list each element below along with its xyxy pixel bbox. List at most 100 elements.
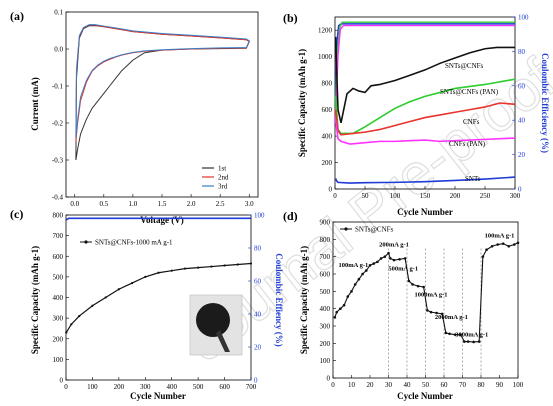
tweezers-icon [216, 330, 230, 352]
rate-capacity-point [411, 283, 414, 286]
legend-marker [84, 240, 88, 244]
panel-c-xlabel: Cycle Number [130, 391, 186, 401]
y-tick-label: 500 [53, 273, 64, 281]
x-tick-label: 1.0 [129, 200, 138, 208]
rate-capacity-point [361, 272, 364, 276]
x-tick-label: 30 [385, 381, 393, 389]
cv-curve-1st [75, 25, 250, 161]
y-tick-label: 1200 [318, 27, 333, 35]
y-tick-label: -0.4 [52, 194, 64, 202]
rate-capacity-point [466, 340, 470, 343]
legend-label: SNTs@CNFs [355, 226, 394, 234]
rate-capacity-point [372, 262, 376, 265]
y-tick-label: 600 [320, 271, 331, 279]
panel-d: (d) Cycle Number Specific Capacity (mAh … [283, 209, 524, 401]
inset-photo [189, 294, 243, 356]
capacity-line [334, 120, 516, 145]
rate-capacity-point [339, 307, 342, 310]
x-tick-label: 150 [420, 192, 431, 200]
panel-b-ylabel: Specific Capacity (mAh g-1) [297, 49, 307, 157]
capacity-line [334, 36, 515, 124]
rate-annotation: 100mA g-1 [485, 233, 515, 240]
y-tick-label: -0.1 [52, 83, 64, 91]
panel-a: (a) Voltage (V) Current (mA) 0.0 0.5 1.0 1.… [10, 9, 259, 225]
y-right-tick-label: 20 [518, 151, 526, 159]
y-right-tick-label: 0 [254, 377, 258, 385]
y-tick-label: -0.3 [52, 157, 64, 165]
rate-capacity-point [416, 284, 420, 288]
rate-capacity-point [398, 257, 401, 261]
series-label: SNTs [465, 175, 481, 183]
legend-label: 2nd [218, 174, 229, 182]
series-label: CNFs [463, 118, 480, 126]
capacity-line [334, 176, 516, 184]
panel-b: (b) Cycle Number Specific Capacity (mAh … [283, 11, 550, 217]
panel-d-xlabel: Cycle Number [397, 391, 453, 401]
rate-annotation: 200mA g-1 [379, 241, 409, 248]
x-tick-label: 40 [404, 381, 412, 389]
capacity-point [210, 265, 213, 268]
y-tick-label: 500 [320, 288, 331, 296]
x-tick-label: 100 [87, 383, 98, 391]
legend-marker [344, 227, 348, 231]
y-tick-label: 100 [53, 356, 64, 364]
rate-capacity-point [496, 243, 499, 246]
y-tick-label: 800 [53, 212, 64, 220]
panel-c-ylabel: Specific Capacity (mAh g-1) [30, 246, 40, 354]
capacity-point [249, 262, 253, 265]
rate-capacity-point [422, 285, 425, 289]
legend-label: 1st [218, 165, 226, 173]
panel-b-ylabel-right: Coulombic Efficiency (%) [540, 53, 550, 153]
cv-curve-3rd [75, 24, 250, 138]
x-tick-label: 0.0 [70, 200, 79, 208]
rate-capacity-point [333, 316, 337, 319]
x-tick-label: 0 [331, 381, 335, 389]
rate-capacity-point [507, 244, 511, 248]
x-tick-label: 0 [333, 192, 337, 200]
panel-c: (c) Cycle Number Specific Capacity (mAh … [10, 207, 284, 401]
rate-capacity-point [353, 283, 357, 286]
rate-capacity-point [481, 255, 485, 258]
y-tick-label: 900 [320, 219, 331, 227]
y-tick-label: 600 [53, 253, 64, 261]
y-right-tick-label: 100 [518, 14, 529, 22]
y-tick-label: 300 [320, 323, 331, 331]
y-tick-label: 800 [322, 80, 333, 88]
y-tick-label: 600 [322, 106, 333, 114]
x-tick-label: 200 [114, 383, 125, 391]
y-right-tick-label: 100 [254, 212, 265, 220]
capacity-line [65, 262, 252, 333]
rate-capacity-point [342, 303, 346, 307]
rate-capacity-point [350, 290, 353, 293]
series-label: CNFs (PAN) [449, 140, 486, 148]
rate-capacity-point [485, 248, 488, 252]
x-tick-label: 700 [246, 383, 257, 391]
y-right-tick-label: 80 [518, 48, 526, 56]
rate-capacity-point [335, 310, 339, 314]
y-tick-label: 0 [329, 186, 333, 194]
series-label: SNTs@CNFs (PAN) [440, 88, 499, 96]
capacity-point [78, 314, 81, 318]
capacity-point [144, 275, 147, 278]
rate-capacity-point [435, 311, 438, 315]
y-tick-label: 0.1 [54, 9, 63, 17]
y-right-tick-label: 0 [518, 186, 522, 194]
x-tick-label: 70 [459, 381, 467, 389]
x-tick-label: 300 [140, 383, 151, 391]
panel-c-label: (c) [10, 207, 23, 221]
capacity-point [104, 296, 107, 299]
rate-capacity-point [426, 309, 429, 312]
y-tick-label: 1000 [318, 53, 333, 61]
rate-capacity-point [490, 244, 494, 248]
x-tick-label: 10 [348, 381, 356, 389]
capacity-point [130, 281, 134, 285]
y-tick-label: 300 [53, 315, 64, 323]
panel-b-xlabel: Cycle Number [397, 207, 453, 217]
capacity-point [70, 323, 73, 326]
y-tick-label: 400 [320, 305, 331, 313]
y-right-tick-label: 40 [254, 311, 262, 319]
legend-label: SNTs@CNFs-1000 mA g-1 [95, 239, 173, 247]
x-tick-label: 500 [193, 383, 204, 391]
rate-capacity-point [365, 269, 368, 272]
x-tick-label: 2.5 [216, 200, 225, 208]
